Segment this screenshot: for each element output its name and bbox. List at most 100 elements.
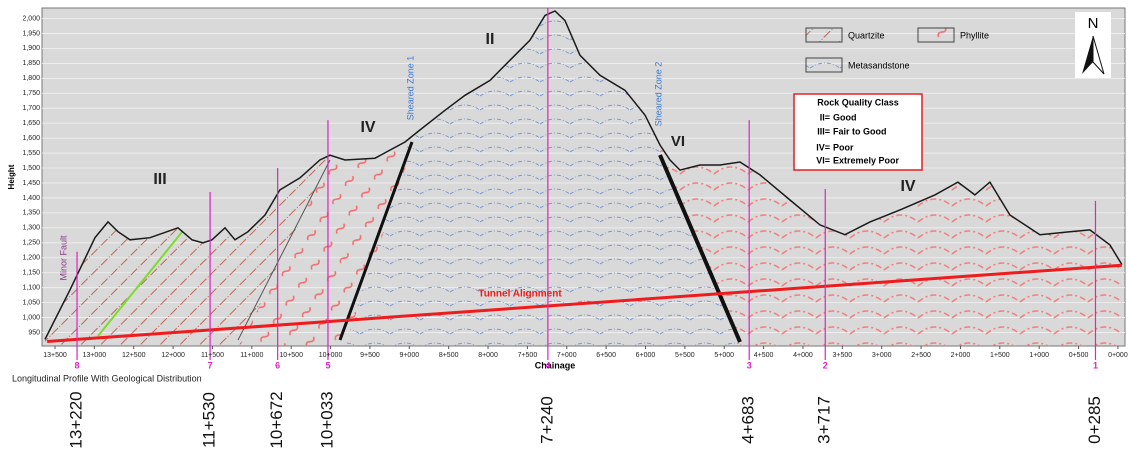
x-tick-label: 6+000 <box>636 352 656 359</box>
borehole-chainage: 0+285 <box>1085 396 1104 444</box>
x-tick-label: 5+500 <box>675 352 695 359</box>
x-tick-label: 5+000 <box>714 352 734 359</box>
x-tick-label: 7+500 <box>518 352 538 359</box>
y-tick-label: 1,100 <box>22 285 40 292</box>
rock-desc: Extremely Poor <box>833 155 900 165</box>
north-arrow-half <box>1082 36 1093 74</box>
borehole-number: 5 <box>325 360 330 370</box>
borehole-chainage: 11+530 <box>200 392 219 448</box>
borehole-chainage: 10+672 <box>267 391 286 448</box>
legend-label: Quartzite <box>848 30 885 40</box>
x-tick-label: 2+000 <box>951 352 971 359</box>
fault-label: Sheared Zone 2 <box>653 62 663 127</box>
y-tick-label: 1,650 <box>22 120 40 127</box>
borehole-chainage: 10+033 <box>317 391 336 448</box>
y-tick-label: 1,000 <box>22 314 40 321</box>
legend-label: Metasandstone <box>848 60 910 70</box>
x-tick-label: 10+500 <box>279 352 303 359</box>
tunnel-label: Tunnel Alignment <box>478 289 562 300</box>
borehole-number: 2 <box>823 360 828 370</box>
marks <box>44 8 1123 360</box>
legend-label: Phyllite <box>960 30 989 40</box>
y-tick-label: 1,500 <box>22 165 40 172</box>
y-tick-label: 1,450 <box>22 180 40 187</box>
borehole-number: 3 <box>747 360 752 370</box>
borehole-chainage: 7+240 <box>537 396 556 444</box>
rock-quality-title: Rock Quality Class <box>817 97 899 107</box>
y-tick-label: 1,050 <box>22 299 40 306</box>
y-tick-label: 1,200 <box>22 255 40 262</box>
borehole-chainage: 3+717 <box>815 396 834 444</box>
zone-label: IV <box>900 178 915 195</box>
x-tick-label: 12+000 <box>161 352 185 359</box>
caption: Longitudinal Profile With Geological Dis… <box>12 373 202 383</box>
sheared-zone-2 <box>658 154 742 343</box>
contact <box>237 159 331 341</box>
legend: Quartzite Phyllite Metasandstone <box>805 27 989 73</box>
x-tick-label: 8+500 <box>439 352 459 359</box>
y-tick-label: 1,750 <box>22 90 40 97</box>
fault-label: Sheared Zone 1 <box>405 56 415 121</box>
zone-label: III <box>153 171 166 188</box>
x-tick-label: 10+000 <box>319 352 343 359</box>
y-tick-label: 1,850 <box>22 60 40 67</box>
y-tick-label: 2,000 <box>22 15 40 22</box>
borehole-chainage: 4+683 <box>739 396 758 444</box>
x-tick-label: 2+500 <box>911 352 931 359</box>
x-tick-label: 4+500 <box>754 352 774 359</box>
x-tick-label: 0+500 <box>1069 352 1089 359</box>
borehole-chainage: 13+220 <box>67 391 86 448</box>
x-tick-label: 11+500 <box>201 352 224 359</box>
x-tick-label: 11+000 <box>240 352 263 359</box>
quartz-vein <box>97 231 183 337</box>
y-tick-label: 1,400 <box>22 195 40 202</box>
tunnel-line <box>46 263 1123 343</box>
fault-label: Minor Fault <box>58 235 68 281</box>
rock-quality-box: Rock Quality Class II= Good III= Fair to… <box>793 93 923 171</box>
rock-class: II= <box>820 112 830 122</box>
zone-label: IV <box>360 119 375 136</box>
x-tick-label: 9+000 <box>399 352 419 359</box>
rock-desc: Fair to Good <box>833 126 887 136</box>
legend-swatch <box>917 27 955 43</box>
x-tick-label: 9+500 <box>360 352 380 359</box>
x-tick-label: 3+000 <box>872 352 892 359</box>
x-tick-label: 1+000 <box>1029 352 1049 359</box>
rock-desc: Good <box>833 112 857 122</box>
y-tick-label: 950 <box>28 329 40 336</box>
y-tick-label: 1,250 <box>22 240 40 247</box>
x-tick-label: 3+500 <box>833 352 853 359</box>
x-tick-label: 4+000 <box>793 352 813 359</box>
north-arrow: N <box>1075 12 1111 78</box>
rock-class: III= <box>817 126 830 136</box>
borehole-number: 6 <box>275 360 280 370</box>
zone-label: II <box>486 31 495 48</box>
x-tick-label: 7+000 <box>557 352 577 359</box>
x-tick-label: 0+000 <box>1108 352 1128 359</box>
y-tick-label: 1,150 <box>22 270 40 277</box>
north-arrow-half <box>1092 35 1105 75</box>
x-axis-label: Chainage <box>535 360 576 370</box>
rock-class: VI= <box>816 155 830 165</box>
rock-desc: Poor <box>833 142 854 152</box>
x-tick-label: 6+500 <box>596 352 616 359</box>
x-tick-label: 13+500 <box>43 352 67 359</box>
y-tick-label: 1,950 <box>22 30 40 37</box>
x-tick-label: 13+000 <box>83 352 107 359</box>
x-tick-label: 1+500 <box>990 352 1010 359</box>
borehole-number: 7 <box>208 360 213 370</box>
north-label: N <box>1088 15 1099 32</box>
zone-label: VI <box>671 133 685 150</box>
y-tick-label: 1,350 <box>22 210 40 217</box>
y-tick-label: 1,300 <box>22 225 40 232</box>
rock-class: IV= <box>816 142 830 152</box>
y-tick-label: 1,550 <box>22 150 40 157</box>
x-tick-label: 12+500 <box>122 352 146 359</box>
y-axis-label: Height <box>7 164 16 189</box>
y-tick-label: 1,700 <box>22 105 40 112</box>
x-tick-label: 8+000 <box>478 352 498 359</box>
borehole-number: 1 <box>1093 360 1098 370</box>
y-tick-label: 1,600 <box>22 135 40 142</box>
sheared-zone-1 <box>338 141 414 341</box>
